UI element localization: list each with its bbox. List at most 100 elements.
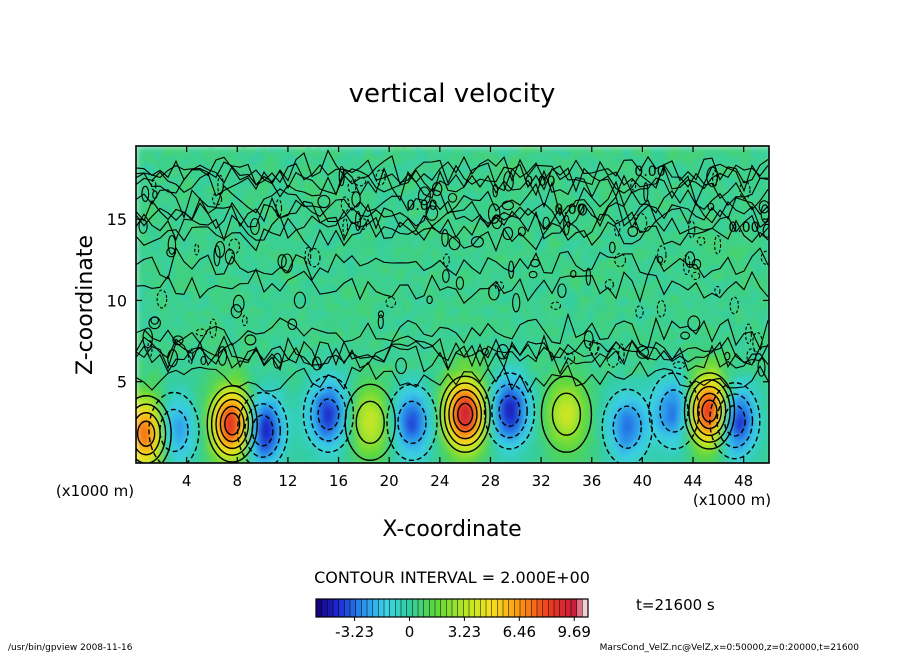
field-cell [608,222,613,227]
field-cell [752,154,757,159]
field-cell [344,234,349,239]
field-cell [312,174,317,179]
field-cell [460,206,465,211]
field-cell [660,206,665,211]
field-cell [316,174,321,179]
field-cell [340,166,345,171]
field-cell [144,178,149,183]
field-cell [756,218,761,223]
field-cell [748,158,753,163]
field-cell [388,234,393,239]
field-cell [292,178,297,183]
field-cell [316,154,321,159]
field-cell [452,202,457,207]
field-cell [704,238,709,243]
field-cell [644,238,649,243]
field-cell [640,166,645,171]
field-cell [508,222,513,227]
field-cell [240,146,245,151]
field-cell [644,190,649,195]
field-cell [744,170,749,175]
field-cell [216,194,221,199]
field-cell [368,250,373,255]
field-cell [576,170,581,175]
field-cell [400,242,405,247]
field-cell [744,166,749,171]
field-cell [452,194,457,199]
field-cell [196,214,201,219]
field-cell [524,218,529,223]
field-cell [368,270,373,275]
field-cell [608,146,613,151]
field-cell [404,182,409,187]
field-cell [160,150,165,155]
field-cell [416,162,421,167]
field-cell [224,190,229,195]
field-cell [180,182,185,187]
field-cell [484,194,489,199]
field-cell [176,262,181,267]
field-cell [756,238,761,243]
field-cell [652,194,657,199]
field-cell [496,246,501,251]
field-cell [156,234,161,239]
field-cell [400,270,405,275]
field-cell [512,222,517,227]
field-cell [432,166,437,171]
field-cell [156,242,161,247]
field-cell [640,158,645,163]
field-cell [488,258,493,263]
field-cell [368,246,373,251]
field-cell [608,202,613,207]
field-cell [596,266,601,271]
field-cell [472,230,477,235]
field-cell [576,146,581,151]
field-cell [176,266,181,271]
field-cell [680,182,685,187]
field-cell [588,214,593,219]
field-cell [484,174,489,179]
field-cell [332,206,337,211]
field-cell [436,190,441,195]
field-cell [436,170,441,175]
field-cell [352,222,357,227]
field-cell [584,186,589,191]
field-cell [380,206,385,211]
field-cell [336,234,341,239]
field-cell [696,186,701,191]
field-cell [736,266,741,271]
field-cell [676,210,681,215]
field-cell [220,242,225,247]
field-cell [320,174,325,179]
field-cell [300,258,305,263]
field-cell [236,154,241,159]
field-cell [236,190,241,195]
field-cell [472,226,477,231]
field-cell [252,174,257,179]
field-cell [252,218,257,223]
field-cell [728,266,733,271]
field-cell [692,218,697,223]
field-cell [232,218,237,223]
field-cell [536,230,541,235]
field-cell [628,166,633,171]
field-cell [564,178,569,183]
field-cell [172,214,177,219]
field-cell [720,222,725,227]
field-cell [148,150,153,155]
field-cell [140,182,145,187]
field-cell [656,218,661,223]
field-cell [296,178,301,183]
field-cell [240,198,245,203]
field-cell [716,166,721,171]
field-cell [232,250,237,255]
field-cell [668,246,673,251]
field-cell [148,170,153,175]
field-cell [228,266,233,271]
field-cell [156,162,161,167]
field-cell [464,158,469,163]
field-cell [532,186,537,191]
field-cell [284,206,289,211]
field-cell [760,162,765,167]
field-cell [648,254,653,259]
